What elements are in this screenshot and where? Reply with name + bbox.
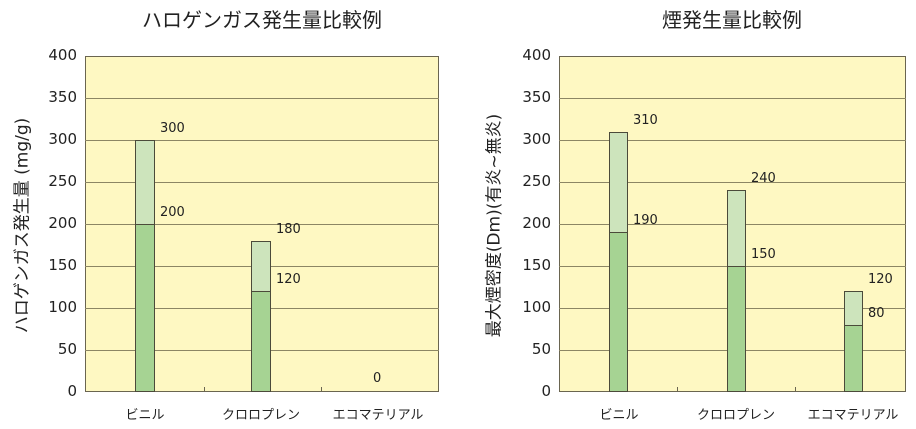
y-tick-label: 250 [522,172,551,190]
y-tick-label: 350 [48,88,77,106]
gridline [559,182,906,183]
value-label: 200 [160,205,185,220]
y-tick-label: 0 [67,382,77,400]
y-tick-label: 150 [522,256,551,274]
y-tick-label: 100 [48,298,77,316]
y-tick-label: 400 [522,46,551,64]
x-category-tick [795,387,796,391]
value-label: 310 [633,112,658,128]
y-axis-label: 最大煙密度(Dm)(有炎~無炎) [484,113,505,338]
value-label: 0 [373,371,382,386]
halogen-gas-chart: ハロゲンガス発生量比較例 ハロゲンガス発生量 (mg/g) 0 50 100 150 200… [13,8,439,423]
gridline [559,140,906,141]
value-label: 300 [160,121,185,136]
y-tick-label: 0 [541,382,551,400]
gridline [85,98,439,99]
y-tick-label: 100 [522,298,551,316]
x-category-label: ビニル [125,408,165,423]
gridline [85,224,439,225]
y-tick-label: 200 [48,214,77,232]
x-category-label: エコマテリアル [807,408,899,423]
y-tick-label: 50 [531,340,551,358]
value-label: 120 [276,272,301,288]
x-category-label: エコマテリアル [332,408,424,423]
bar-lower-segment [609,232,628,392]
gridline [85,182,439,183]
x-category-label: クロロプレン [221,408,300,423]
bar-lower-segment [251,291,271,392]
bar-lower-segment [844,324,863,392]
value-label: 180 [276,221,301,237]
y-tick-label: 350 [522,88,551,106]
y-tick-label: 300 [48,130,77,148]
x-category-label: クロロプレン [696,408,775,423]
gridline [85,140,439,141]
x-category-tick [677,387,678,391]
y-tick-label: 50 [57,340,77,358]
value-label: 120 [868,272,893,288]
y-tick-label: 150 [48,256,77,274]
value-label: 190 [633,213,658,229]
bar-lower-segment [135,224,155,392]
value-label: 80 [868,305,885,321]
chart-title: 煙発生量比較例 [662,8,802,32]
y-tick-label: 250 [48,172,77,190]
value-label: 150 [751,247,776,262]
y-tick-label: 200 [522,214,551,232]
gridline [559,98,906,99]
y-tick-label: 400 [48,46,77,64]
x-category-tick [204,387,205,391]
x-category-tick [321,387,322,391]
x-category-label: ビニル [599,408,639,423]
value-label: 240 [751,171,776,187]
chart-title: ハロゲンガス発生量比較例 [142,8,382,32]
bar-lower-segment [727,266,746,392]
y-tick-label: 300 [522,130,551,148]
